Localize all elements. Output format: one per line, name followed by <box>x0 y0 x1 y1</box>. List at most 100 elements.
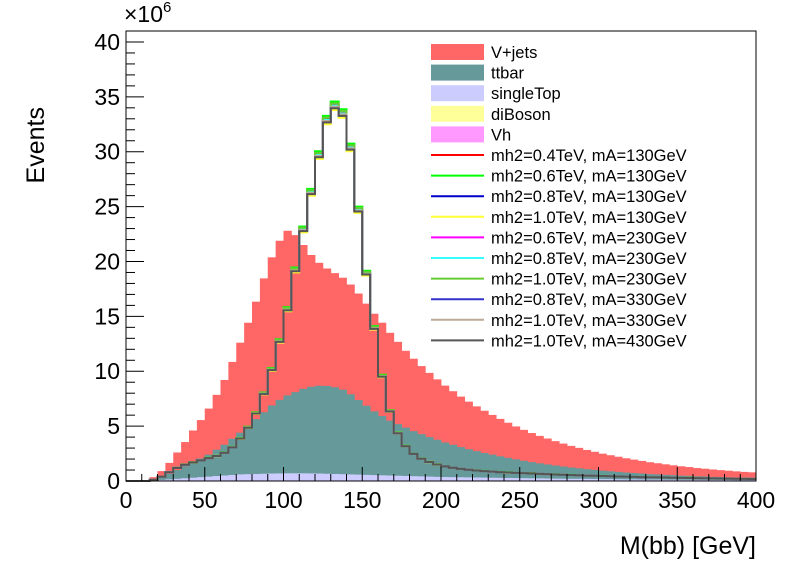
stack-bar <box>385 332 395 481</box>
stack-bar <box>535 435 544 481</box>
stack-bar <box>401 350 410 481</box>
stack-bar <box>267 473 277 481</box>
x-tick-label: 400 <box>737 487 775 513</box>
stack-bar <box>307 473 316 481</box>
stack-bar <box>283 395 292 481</box>
stack-bar <box>204 476 214 481</box>
stack-bar <box>259 278 269 481</box>
stack-bar <box>456 477 466 481</box>
stack-bar <box>299 473 308 481</box>
stack-bar <box>527 433 536 481</box>
stack-bar <box>291 392 300 481</box>
stack-bar <box>409 358 418 481</box>
stack-bar <box>275 399 284 481</box>
stack-series-v-jets <box>149 230 757 481</box>
stack-bar <box>220 475 229 481</box>
legend-entry: mh2=0.8TeV, mA=230GeV <box>431 250 687 268</box>
legend-entry: ttbar <box>431 64 525 83</box>
legend-label: singleTop <box>491 85 561 103</box>
stack-bar <box>519 478 529 481</box>
stack-bar <box>496 456 505 481</box>
stack-bar <box>378 322 387 481</box>
legend-label: V+jets <box>491 44 537 62</box>
x-tick-label: 50 <box>192 487 218 513</box>
stack-bar <box>700 479 710 481</box>
stack-bar <box>212 394 221 481</box>
legend-entry: mh2=0.8TeV, mA=330GeV <box>431 291 687 309</box>
stack-bar <box>236 432 245 481</box>
stack-bar <box>307 386 316 481</box>
stack-bar <box>409 476 418 481</box>
stack-bar <box>393 424 403 481</box>
legend-entry: mh2=0.6TeV, mA=230GeV <box>431 229 687 247</box>
stack-bar <box>212 449 221 481</box>
stack-bar <box>181 442 190 481</box>
stack-bar <box>464 449 473 481</box>
stack-bar <box>448 477 458 481</box>
legend-entry: diBoson <box>431 105 551 124</box>
stack-bar <box>480 477 489 481</box>
legend-label: mh2=0.8TeV, mA=330GeV <box>491 291 687 309</box>
y-tick-label: 10 <box>94 358 120 384</box>
stack-bar <box>535 478 544 481</box>
stack-bar <box>425 372 434 481</box>
legend-swatch <box>431 126 484 143</box>
stack-bar <box>748 472 757 481</box>
stack-series-singletop <box>149 473 757 481</box>
stack-bar <box>559 478 568 481</box>
stack-bar <box>362 303 371 481</box>
stack-bar <box>252 419 261 481</box>
stack-bar <box>582 478 592 481</box>
stack-bar <box>630 459 639 481</box>
stack-bar <box>212 476 221 481</box>
stack-bar <box>252 301 261 481</box>
stack-bar <box>480 410 489 481</box>
stack-bar <box>472 477 481 481</box>
stacked-backgrounds <box>149 230 757 481</box>
x-tick-label: 300 <box>579 487 617 513</box>
stack-bar <box>614 456 623 481</box>
legend-entry: mh2=1.0TeV, mA=130GeV <box>431 209 687 227</box>
stack-bar <box>322 268 332 481</box>
stack-bar <box>551 465 560 481</box>
stack-bar <box>291 473 300 481</box>
stack-bar <box>267 405 277 481</box>
stack-bar <box>448 391 458 481</box>
stack-bar <box>315 262 324 481</box>
stack-bar <box>574 447 584 481</box>
stack-bar <box>590 479 599 481</box>
stack-bar <box>685 467 694 481</box>
stack-bar <box>378 416 387 481</box>
stack-bar <box>196 477 206 481</box>
stack-bar <box>535 463 544 481</box>
stack-bar <box>441 385 450 481</box>
x-tick-label: 0 <box>120 487 133 513</box>
stack-bar <box>448 444 458 481</box>
stack-bar <box>354 293 363 481</box>
stack-bar <box>637 479 647 481</box>
stack-bar <box>504 457 513 481</box>
stack-bar <box>330 273 340 481</box>
stack-bar <box>338 277 347 481</box>
stack-bar <box>181 466 190 481</box>
legend-label: mh2=1.0TeV, mA=230GeV <box>491 271 687 289</box>
stack-bar <box>693 468 702 481</box>
stack-bar <box>496 418 505 481</box>
stack-bar <box>165 473 174 481</box>
stack-bar <box>173 478 182 481</box>
stack-bar <box>385 475 395 481</box>
signal-histograms <box>126 100 756 482</box>
legend-label: mh2=1.0TeV, mA=330GeV <box>491 312 687 330</box>
stack-bar <box>677 466 686 481</box>
stack-bar <box>204 454 214 481</box>
x-tick-label: 150 <box>343 487 381 513</box>
legend-label: Vh <box>491 126 511 144</box>
stack-bar <box>543 438 552 481</box>
stack-bar <box>181 478 190 481</box>
stack-bar <box>724 470 733 481</box>
legend-entry: mh2=1.0TeV, mA=330GeV <box>431 312 687 330</box>
stack-bar <box>543 464 552 481</box>
stack-bar <box>204 408 214 481</box>
legend-entry: singleTop <box>431 85 561 103</box>
